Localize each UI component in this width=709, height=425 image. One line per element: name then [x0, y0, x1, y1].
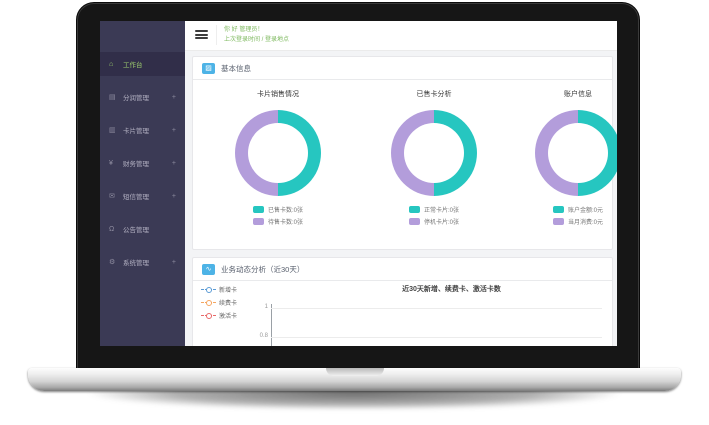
laptop-base	[28, 368, 681, 391]
sidebar: ⌂ 工作台 ▤ 分润管理 + ▥ 卡片管理 + ¥	[100, 21, 185, 346]
sidebar-item-label: 卡片管理	[123, 128, 149, 135]
greeting-text: 你 好 管理员！ 上次登录时间 / 登录地点	[216, 25, 289, 45]
legend-label: 账户金额:0元	[567, 208, 603, 214]
sidebar-menu: ⌂ 工作台 ▤ 分润管理 + ▥ 卡片管理 + ¥	[100, 21, 185, 274]
trend-legend-item-new-cards[interactable]: 新增卡	[201, 285, 237, 294]
y-axis-tick: 1	[264, 304, 268, 310]
header-bar: 你 好 管理员！ 上次登录时间 / 登录地点	[185, 21, 617, 51]
image-icon: ▨	[202, 62, 215, 74]
home-icon: ⌂	[109, 60, 114, 68]
legend-item: 正常卡片:0张	[408, 205, 459, 214]
expand-plus-icon: +	[171, 258, 176, 266]
sidebar-item-workbench[interactable]: ⌂ 工作台	[100, 52, 185, 76]
sidebar-item-label: 工作台	[123, 62, 143, 69]
expand-plus-icon: +	[171, 93, 176, 101]
chart-legend: 已售卡数:0张 待售卡数:0张	[252, 205, 303, 226]
legend-swatch-purple	[408, 218, 420, 225]
donut-chart-account-info: 账户信息 账户金额:0元 当月消费:0元	[508, 79, 617, 229]
line-marker-icon	[201, 312, 216, 319]
expand-plus-icon: +	[171, 126, 176, 134]
bell-icon: Ω	[109, 225, 115, 233]
gear-icon: ⚙	[109, 259, 116, 266]
legend-item: 停机卡片:0张	[408, 217, 459, 226]
sidebar-item-label: 短信管理	[123, 194, 149, 201]
gridline	[271, 308, 602, 309]
legend-swatch-purple	[252, 218, 264, 225]
finance-icon: ¥	[109, 159, 113, 167]
legend-swatch-teal	[252, 206, 264, 213]
panel-title: 基本信息	[221, 63, 251, 73]
greeting-line-1: 你 好 管理员！	[224, 27, 264, 33]
legend-swatch-purple	[552, 218, 564, 225]
sidebar-item-label: 财务管理	[123, 161, 149, 168]
main-content: ▨ 基本信息 卡片销售情况 已售卡数:0张	[185, 50, 617, 346]
trend-legend-item-renewed-cards[interactable]: 续费卡	[201, 298, 237, 307]
sidebar-item-label: 系统管理	[123, 260, 149, 267]
legend-swatch-teal	[552, 206, 564, 213]
legend-item: 账户金额:0元	[552, 205, 603, 214]
donut-chart-sold-analysis: 已售卡分析 正常卡片:0张 停机卡片:0张	[364, 79, 504, 229]
card-icon: ▥	[109, 127, 116, 134]
chart-legend: 正常卡片:0张 停机卡片:0张	[408, 205, 459, 226]
legend-label: 当月消费:0元	[567, 220, 603, 226]
sidebar-item-announcement-mgmt[interactable]: Ω 公告管理	[100, 217, 185, 241]
legend-label: 已售卡数:0张	[267, 208, 303, 214]
sidebar-item-system-mgmt[interactable]: ⚙ 系统管理 +	[100, 250, 185, 274]
basic-info-panel-header: ▨ 基本信息	[193, 57, 612, 80]
laptop-screen-bezel: ⌂ 工作台 ▤ 分润管理 + ▥ 卡片管理 + ¥	[76, 2, 640, 372]
laptop-base-notch	[325, 368, 384, 376]
legend-swatch-teal	[408, 206, 420, 213]
mail-icon: ✉	[109, 193, 115, 200]
chart-title: 已售卡分析	[416, 91, 452, 98]
legend-label: 续费卡	[219, 301, 238, 307]
sidebar-item-label: 公告管理	[123, 227, 149, 234]
sidebar-item-card-mgmt[interactable]: ▥ 卡片管理 +	[100, 118, 185, 142]
sidebar-item-finance-mgmt[interactable]: ¥ 财务管理 +	[100, 151, 185, 175]
line-chart-icon: ∿	[202, 263, 215, 275]
y-axis-line	[271, 304, 272, 346]
chart-legend: 账户金额:0元 当月消费:0元	[552, 205, 603, 226]
legend-label: 正常卡片:0张	[423, 208, 459, 214]
donut-chart	[391, 110, 477, 196]
trend-legend-item-activated-cards[interactable]: 激活卡	[201, 311, 237, 320]
trend-panel: ∿ 业务动态分析（近30天） 新增卡 续费卡 激活卡	[192, 257, 613, 346]
line-marker-icon	[201, 299, 216, 306]
panel-title: 业务动态分析（近30天）	[221, 264, 305, 274]
expand-plus-icon: +	[171, 192, 176, 200]
trend-panel-header: ∿ 业务动态分析（近30天）	[193, 258, 612, 281]
donut-chart	[535, 110, 617, 196]
legend-item: 待售卡数:0张	[252, 217, 303, 226]
chart-title: 卡片销售情况	[257, 91, 299, 98]
sidebar-item-sms-mgmt[interactable]: ✉ 短信管理 +	[100, 184, 185, 208]
legend-label: 停机卡片:0张	[423, 220, 459, 226]
donut-chart-card-sales: 卡片销售情况 已售卡数:0张 待售卡数:0张	[208, 79, 348, 229]
donut-chart	[235, 110, 321, 196]
legend-item: 已售卡数:0张	[252, 205, 303, 214]
legend-label: 新增卡	[219, 288, 238, 294]
line-marker-icon	[201, 286, 216, 293]
basic-info-panel: ▨ 基本信息 卡片销售情况 已售卡数:0张	[192, 56, 617, 250]
y-axis-tick: 0.8	[259, 333, 268, 339]
expand-plus-icon: +	[171, 159, 176, 167]
sidebar-item-label: 分润管理	[123, 95, 149, 102]
screen: ⌂ 工作台 ▤ 分润管理 + ▥ 卡片管理 + ¥	[100, 21, 617, 346]
hamburger-icon[interactable]	[195, 30, 208, 41]
legend-item: 当月消费:0元	[552, 217, 603, 226]
sidebar-item-profit-mgmt[interactable]: ▤ 分润管理 +	[100, 85, 185, 109]
legend-label: 待售卡数:0张	[267, 220, 303, 226]
report-icon: ▤	[109, 94, 116, 101]
gridline	[271, 337, 602, 338]
legend-label: 激活卡	[219, 314, 238, 320]
trend-chart-title: 近30天新增、续费卡、激活卡数	[402, 286, 501, 293]
chart-title: 账户信息	[564, 91, 592, 98]
greeting-line-2: 上次登录时间 / 登录地点	[224, 37, 290, 43]
